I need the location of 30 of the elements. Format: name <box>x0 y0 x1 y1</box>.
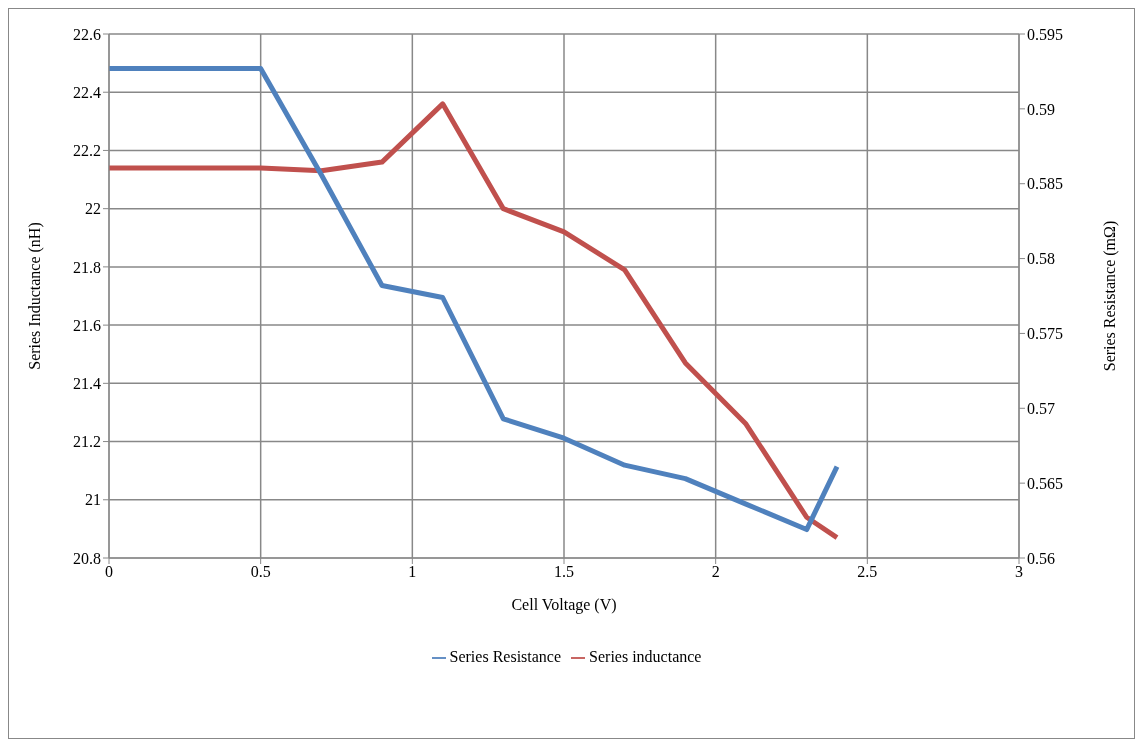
y-tick-label: 22.6 <box>73 25 101 43</box>
y-tick-label: 22 <box>85 200 101 218</box>
y-tick-label: 21.2 <box>73 433 101 451</box>
y-tick-label: 21.8 <box>73 258 101 276</box>
x-tick-label: 2 <box>711 563 720 581</box>
y2-tick-label: 0.57 <box>1027 399 1055 417</box>
x-tick-label: 1.5 <box>554 563 574 581</box>
y-tick-label: 22.4 <box>73 83 101 101</box>
x-tick-label: 3 <box>1015 563 1023 581</box>
x-tick-label: 2.5 <box>857 563 878 581</box>
y2-tick-label: 0.585 <box>1027 175 1063 193</box>
y2-tick-label: 0.565 <box>1027 474 1063 492</box>
x-axis-title: Cell Voltage (V) <box>511 596 617 614</box>
x-tick-label: 0.5 <box>250 563 271 581</box>
y-tick-label: 20.8 <box>73 549 101 567</box>
x-tick-label: 1 <box>408 563 417 581</box>
y-tick-label: 21 <box>85 491 101 509</box>
y2-axis-title: Series Resistance (mΩ) <box>1100 220 1119 372</box>
y2-tick-label: 0.59 <box>1027 100 1055 118</box>
y2-tick-label: 0.56 <box>1027 549 1055 567</box>
y-tick-label: 22.2 <box>73 142 101 160</box>
y-axis-title: Series Inductance (nH) <box>25 222 44 370</box>
y-tick-label: 21.4 <box>73 375 101 393</box>
y2-tick-label: 0.58 <box>1027 250 1055 268</box>
y2-tick-label: 0.575 <box>1027 325 1063 343</box>
y-tick-label: 21.6 <box>73 316 101 334</box>
x-tick-label: 0 <box>105 563 113 581</box>
legend-label: Series inductance <box>589 648 702 665</box>
y2-tick-label: 0.595 <box>1027 25 1063 43</box>
legend-label: Series Resistance <box>449 648 562 665</box>
